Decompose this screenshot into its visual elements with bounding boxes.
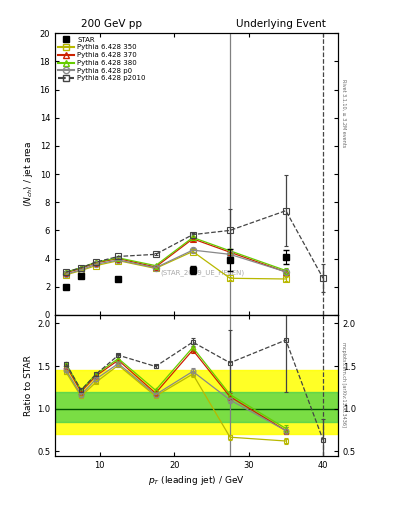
Bar [55, 370, 338, 434]
Text: Underlying Event: Underlying Event [237, 19, 326, 29]
Text: (STAR_2009_UE_HELEN): (STAR_2009_UE_HELEN) [160, 269, 244, 276]
Legend: STAR, Pythia 6.428 350, Pythia 6.428 370, Pythia 6.428 380, Pythia 6.428 p0, Pyt: STAR, Pythia 6.428 350, Pythia 6.428 370… [57, 35, 147, 83]
Text: Rivet 3.1.10, ≥ 3.2M events: Rivet 3.1.10, ≥ 3.2M events [342, 78, 346, 147]
Bar [55, 392, 338, 421]
Y-axis label: Ratio to STAR: Ratio to STAR [24, 355, 33, 416]
X-axis label: $p_T$ (leading jet) / GeV: $p_T$ (leading jet) / GeV [148, 474, 245, 487]
Text: 200 GeV pp: 200 GeV pp [81, 19, 142, 29]
Y-axis label: $\langle N_{ch} \rangle$ / jet area: $\langle N_{ch} \rangle$ / jet area [22, 141, 35, 207]
Text: mcplots.cern.ch [arXiv:1306.3436]: mcplots.cern.ch [arXiv:1306.3436] [342, 342, 346, 426]
